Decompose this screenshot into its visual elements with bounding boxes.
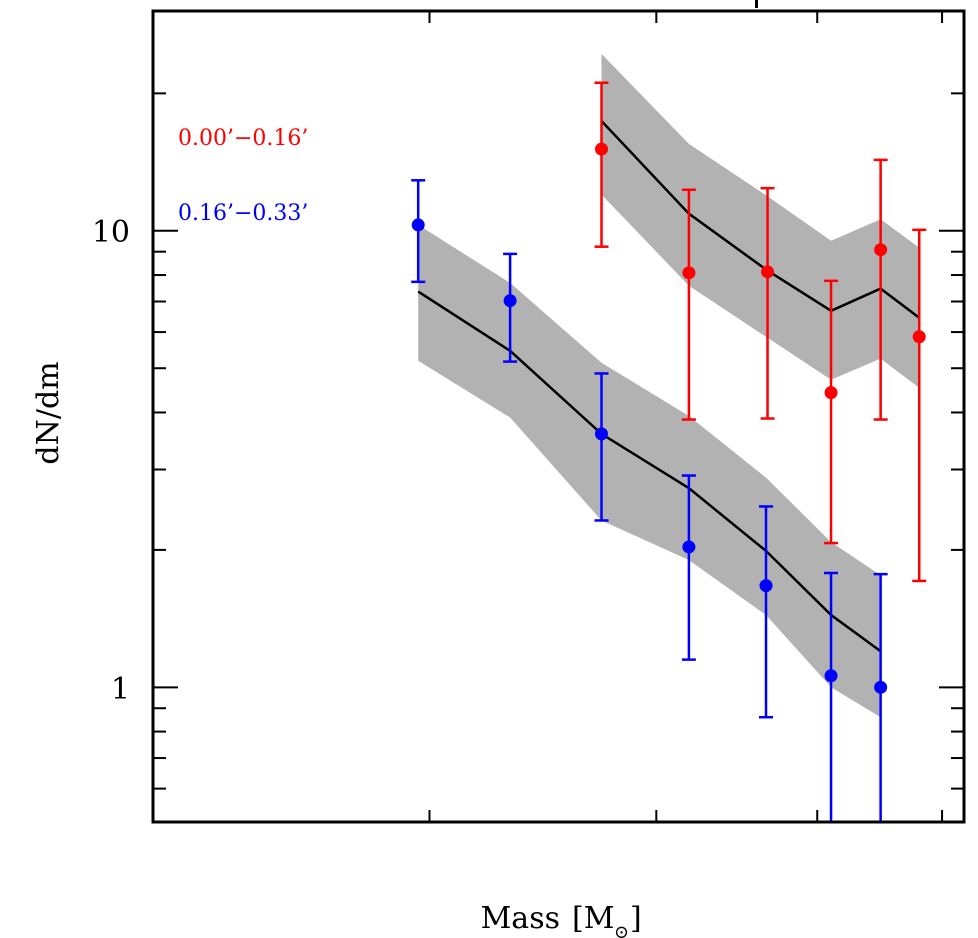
y-tick-label-10: 10 [92,215,130,250]
svg-text:Mass: Mass [481,901,560,936]
data-point [682,540,696,554]
sun-symbol: ⊙ [614,922,629,938]
data-point [503,294,517,308]
plot-frame [151,9,966,824]
data-point [411,218,425,232]
x-axis-label-main: Mass [481,901,560,936]
legend-entry-outer: 0.16’−0.33’ [178,201,308,226]
y-axis-label: dN/dm [31,361,66,464]
data-point [682,266,696,280]
error-bars [411,81,927,822]
model-band-0 [601,53,920,388]
data-point [595,427,609,441]
legend-entry-inner: 0.00’−0.16’ [178,126,308,151]
model-line-0 [600,120,920,319]
data-point [595,142,609,156]
data-point [874,243,888,257]
data-point [759,579,773,593]
axis-ticks [153,11,964,822]
y-tick-label-1: 1 [111,672,130,707]
data-point [824,669,838,683]
data-point [824,386,838,400]
model-bands [418,53,920,718]
data-points [411,142,926,694]
svg-text:[M: [M [572,901,614,936]
data-point [874,680,888,694]
cropped-title-fragment [755,0,758,8]
x-axis-label-unit: M [584,901,615,936]
svg-text:]: ] [630,901,642,936]
data-point [912,330,926,344]
x-axis-label: Mass [M ⊙ ] [481,901,642,938]
data-point [761,265,775,279]
